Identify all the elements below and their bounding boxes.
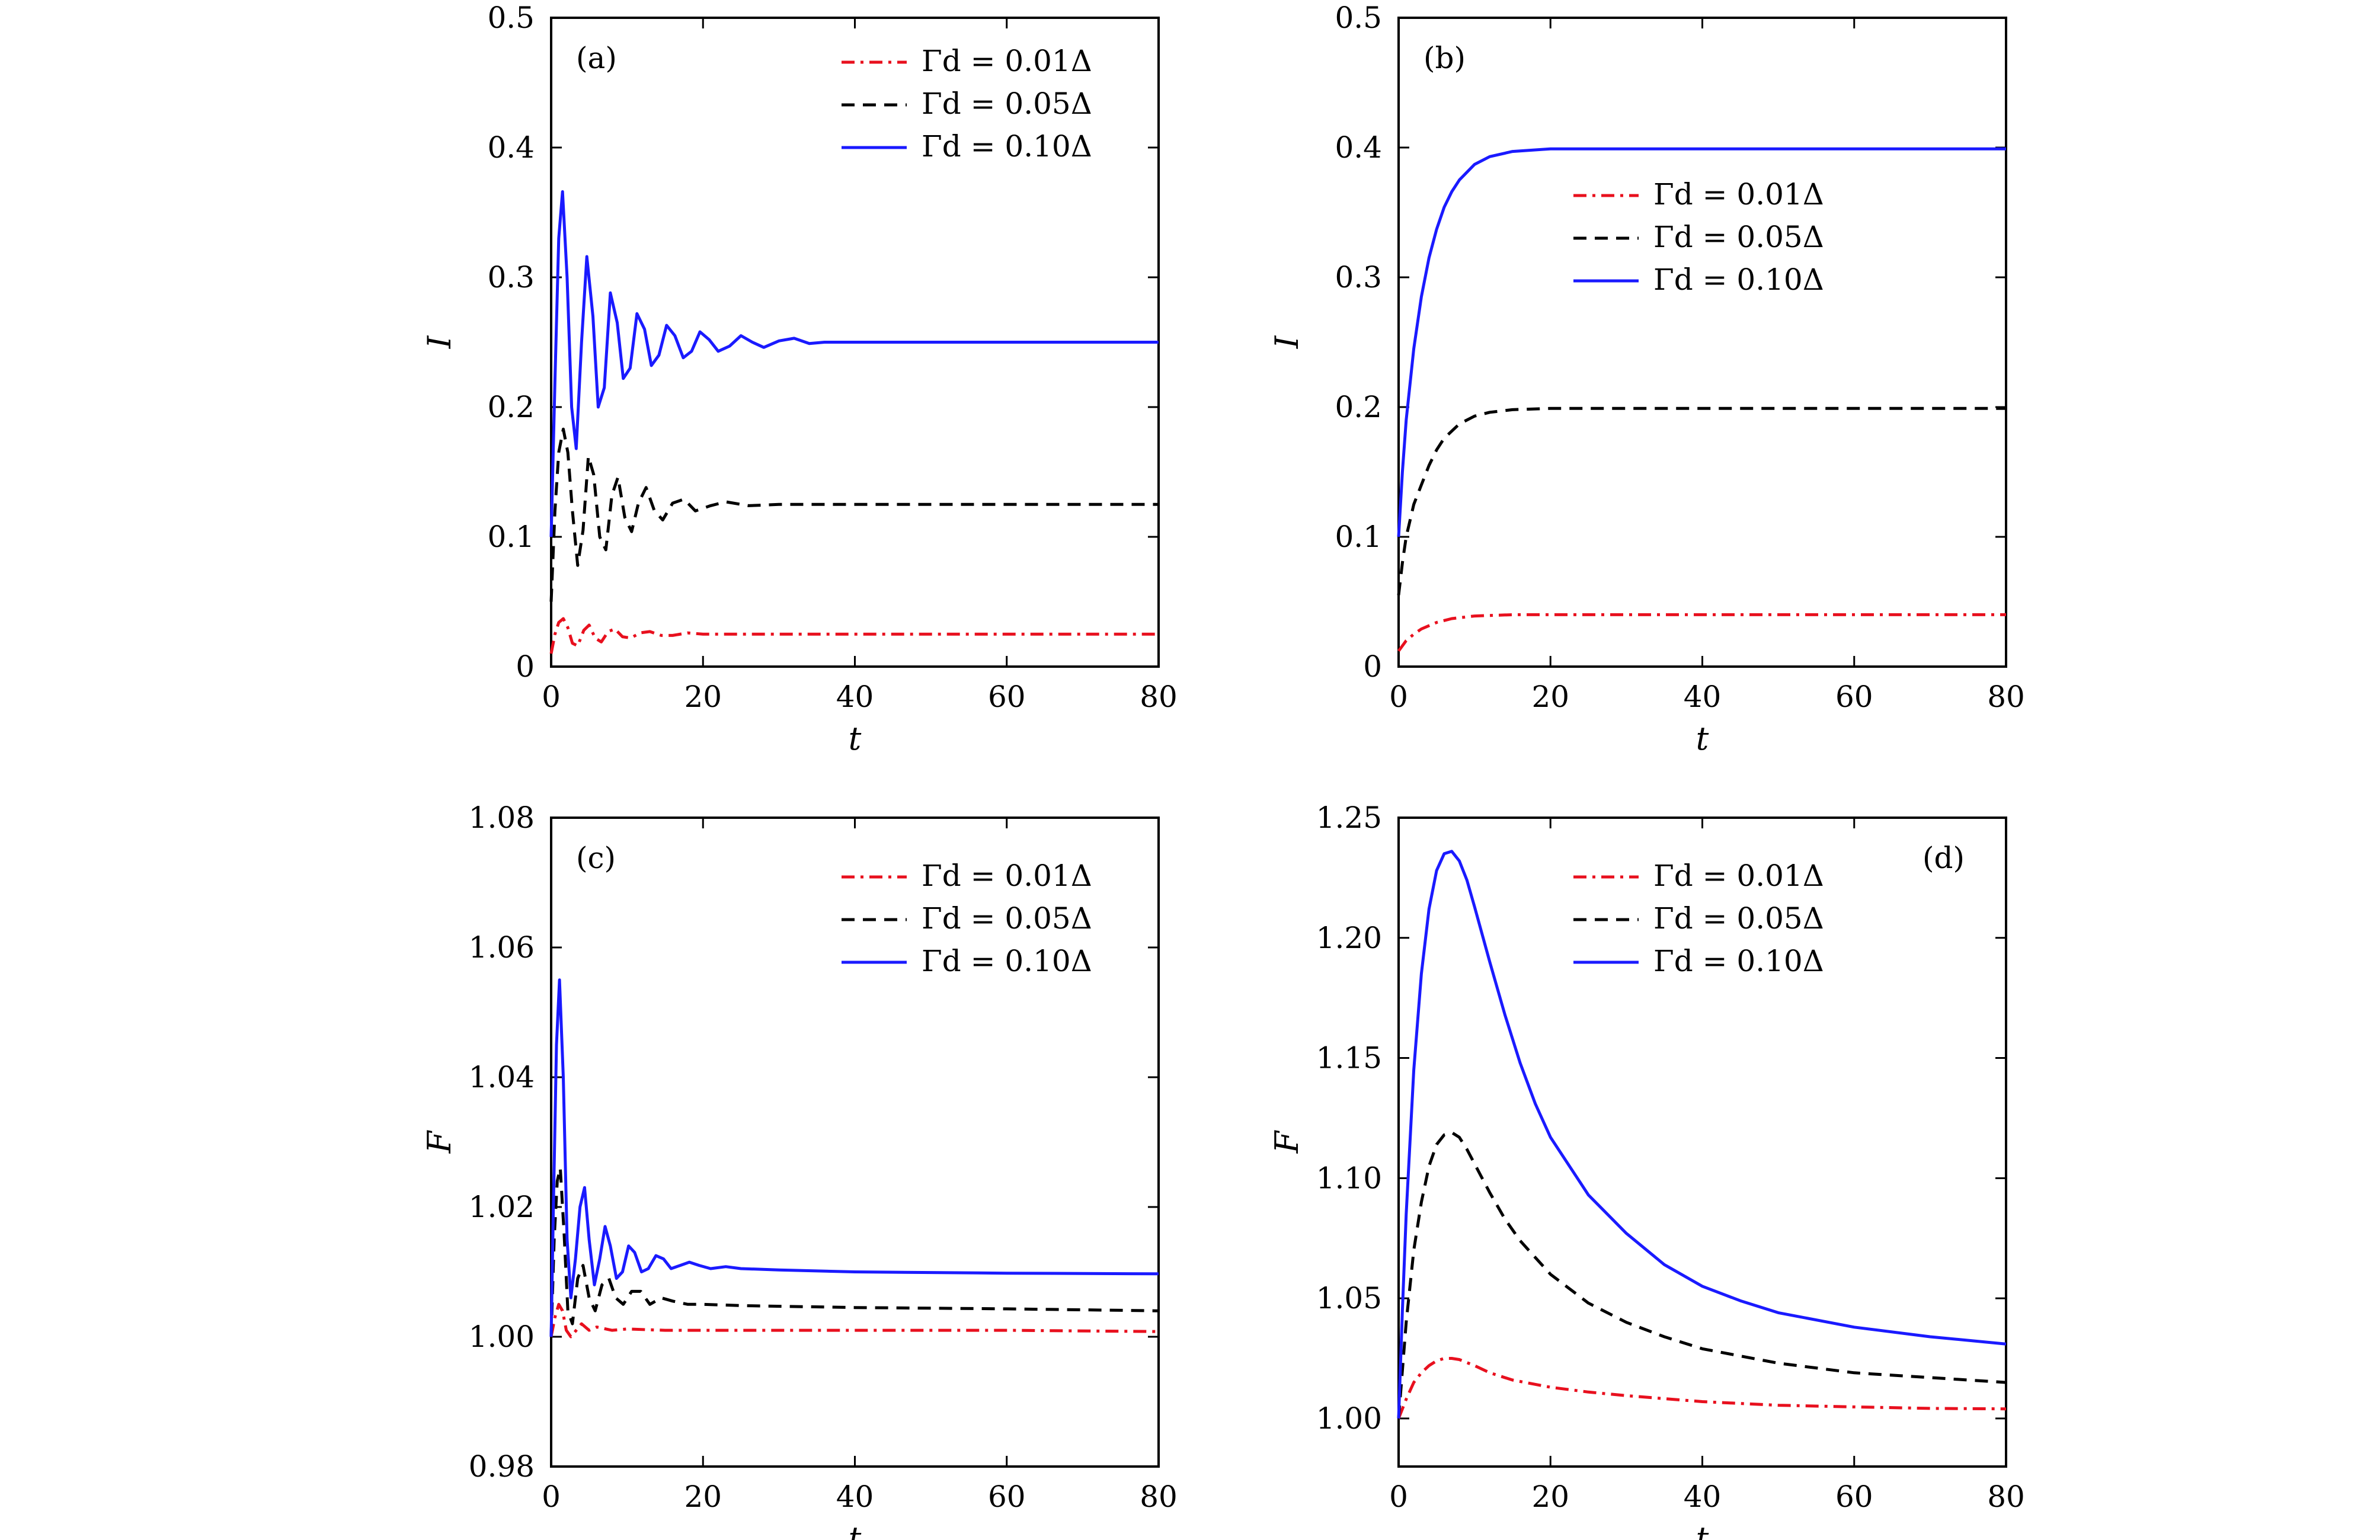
legend-entry-1: Γd = 0.01Δ [922, 44, 1092, 78]
series-line-3 [549, 190, 1159, 537]
chart-panel-d: 0 20 40 60 80 1.00 1.05 1.10 1.15 1.20 1.25 t F Γd = … [1268, 801, 2025, 1540]
legend: Γd = 0.01Δ Γd = 0.05Δ Γd = 0.10Δ [842, 859, 1092, 978]
legend-entry-3: Γd = 0.10Δ [922, 944, 1092, 978]
x-tick-label: 20 [1531, 680, 1569, 714]
y-tick-label: 1.04 [469, 1060, 535, 1094]
x-tick-label: 40 [836, 1480, 874, 1514]
x-tick-label: 40 [1684, 680, 1722, 714]
series-line-2 [1397, 406, 2006, 595]
x-tick-label: 80 [1987, 1480, 2025, 1514]
legend-entry-3: Γd = 0.10Δ [922, 129, 1092, 164]
series-line-2 [1397, 1131, 2007, 1419]
x-tick-label: 0 [1389, 680, 1408, 714]
y-axis-title: I [1268, 335, 1306, 349]
legend-entry-3: Γd = 0.10Δ [1653, 944, 1824, 978]
y-tick-label: 1.20 [1316, 921, 1382, 955]
x-tick-label: 20 [684, 680, 722, 714]
x-tick-label: 40 [836, 680, 874, 714]
series-line-3 [1397, 850, 2007, 1419]
panel-label: (d) [1922, 841, 1965, 875]
y-tick-label: 0.2 [1335, 390, 1382, 424]
panel-label: (b) [1423, 41, 1466, 75]
y-tick-label: 0.98 [469, 1449, 535, 1484]
y-tick-label: 1.06 [469, 930, 535, 965]
x-axis-title: t [849, 1520, 862, 1540]
x-tick-label: 80 [1140, 680, 1178, 714]
x-tick-label: 0 [542, 1480, 561, 1514]
y-tick-label: 0.1 [1335, 520, 1382, 554]
series-line-1 [1397, 613, 2006, 652]
x-tick-label: 60 [988, 680, 1026, 714]
x-axis-title: t [1696, 1520, 1709, 1540]
legend: Γd = 0.01Δ Γd = 0.05Δ Γd = 0.10Δ [1573, 177, 1824, 297]
x-tick-label: 20 [684, 1480, 722, 1514]
series-line-2 [549, 427, 1159, 602]
x-tick-label: 20 [1531, 1480, 1569, 1514]
x-tick-label: 60 [1835, 680, 1873, 714]
series-line-2 [549, 1166, 1159, 1337]
series-line-1 [1397, 1357, 2007, 1419]
y-tick-label: 0.5 [487, 1, 535, 35]
y-tick-label: 1.15 [1316, 1041, 1382, 1075]
y-tick-label: 1.08 [469, 801, 535, 835]
y-tick-label: 1.02 [469, 1190, 535, 1224]
legend-entry-2: Γd = 0.05Δ [922, 901, 1092, 936]
y-axis-title: I [421, 335, 458, 349]
legend-entry-2: Γd = 0.05Δ [1653, 220, 1824, 254]
legend-entry-1: Γd = 0.01Δ [1653, 177, 1824, 212]
x-axis-title: t [1696, 720, 1709, 757]
y-tick-label: 1.00 [1316, 1401, 1382, 1436]
y-tick-label: 1.00 [469, 1320, 535, 1354]
y-tick-label: 0.5 [1335, 1, 1382, 35]
series-line-3 [1397, 147, 2006, 537]
x-tick-label: 60 [988, 1480, 1026, 1514]
legend: Γd = 0.01Δ Γd = 0.05Δ Γd = 0.10Δ [842, 44, 1092, 164]
x-tick-label: 0 [542, 680, 561, 714]
legend-entry-3: Γd = 0.10Δ [1653, 262, 1824, 297]
y-tick-label: 0.3 [487, 260, 535, 294]
x-tick-label: 60 [1835, 1480, 1873, 1514]
y-tick-label: 1.25 [1316, 801, 1382, 835]
y-tick-label: 0.4 [1335, 130, 1382, 165]
x-tick-label: 80 [1140, 1480, 1178, 1514]
legend: Γd = 0.01Δ Γd = 0.05Δ Γd = 0.10Δ [1573, 859, 1824, 978]
legend-entry-1: Γd = 0.01Δ [1653, 859, 1824, 893]
x-axis-title: t [849, 720, 862, 757]
legend-entry-1: Γd = 0.01Δ [922, 859, 1092, 893]
series-line-1 [549, 617, 1159, 654]
y-axis-title: F [1268, 1129, 1306, 1154]
panel-label: (a) [576, 41, 617, 75]
x-tick-label: 80 [1987, 680, 2025, 714]
y-tick-label: 0.4 [487, 130, 535, 165]
y-tick-label: 0 [1363, 649, 1382, 684]
legend-entry-2: Γd = 0.05Δ [1653, 901, 1824, 936]
chart-panel-c: 0 20 40 60 80 0.98 1.00 1.02 1.04 1.06 1.08 t F Γd = … [421, 801, 1178, 1540]
y-tick-label: 0 [516, 649, 535, 684]
series-line-1 [549, 1302, 1159, 1339]
y-axis-title: F [421, 1129, 458, 1154]
legend-entry-2: Γd = 0.05Δ [922, 87, 1092, 121]
series-line-3 [549, 978, 1159, 1337]
y-tick-label: 0.2 [487, 390, 535, 424]
plot-frame [1397, 17, 2007, 668]
x-tick-label: 0 [1389, 1480, 1408, 1514]
x-tick-label: 40 [1684, 1480, 1722, 1514]
y-tick-label: 1.10 [1316, 1161, 1382, 1195]
y-tick-label: 0.3 [1335, 260, 1382, 294]
y-tick-label: 1.05 [1316, 1281, 1382, 1315]
y-tick-label: 0.1 [487, 520, 535, 554]
panel-label: (c) [576, 841, 616, 875]
